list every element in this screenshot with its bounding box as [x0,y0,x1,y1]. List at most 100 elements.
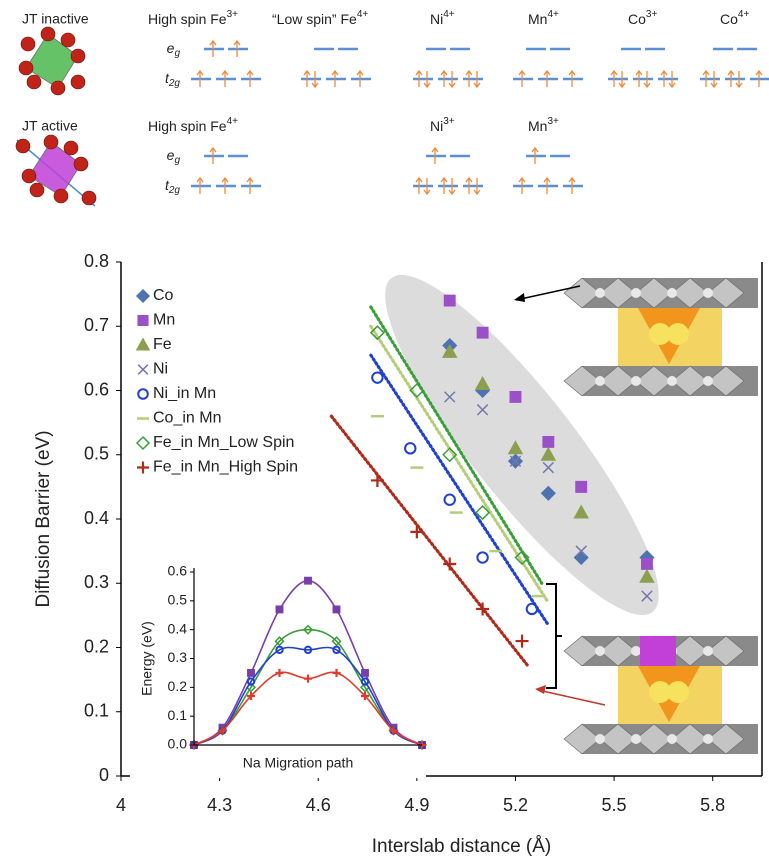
marker [476,326,489,339]
electron-spin-head [331,69,339,76]
ion-charge: 4+ [227,116,239,127]
inset-x-axis-label: Na Migration path [243,755,354,771]
marker [443,557,457,571]
inset-y-tick-label: 0.6 [168,563,188,579]
y-tick-label: 0.6 [84,379,109,399]
slab-octahedron [707,635,745,667]
oxygen-atom [43,134,59,150]
marker [525,602,539,616]
marker [514,549,530,566]
inset-y-tick-label: 0.5 [168,592,188,608]
eg-label: eg [167,147,181,166]
na-atom [667,681,689,703]
oxygen-atom [50,80,66,96]
marker [332,645,341,654]
marker [371,371,384,384]
legend-label: Ni_in Mn [153,385,216,402]
oxygen-atom [63,140,79,156]
legend-label: Fe [153,336,172,353]
electron-spin-head [246,69,254,76]
marker [443,294,456,307]
electron-spin-head [196,176,204,183]
marker [540,446,557,461]
ion-charge: 3+ [646,9,658,20]
migrating-site [640,636,676,666]
marker [275,605,284,614]
ion-charge: 4+ [443,9,455,20]
marker [640,558,653,570]
legend-marker [135,337,151,351]
electron-spin-head [415,176,423,183]
ion-name: Co [720,11,738,27]
marker [476,551,489,564]
ion-charge: 3+ [547,116,559,127]
eg-label: eg [167,40,181,59]
row-label: JT inactive [22,11,89,27]
slab-octahedron [635,365,673,397]
slab-octahedron [707,365,745,397]
inset-y-axis-label: Energy (eV) [139,621,155,696]
legend-marker [135,435,151,451]
marker [389,726,398,735]
pointer-arrow [537,689,606,706]
marker [218,726,227,735]
ion-name: Mn [528,11,547,27]
electron-spin-head [303,69,311,76]
electron-spin-head [543,69,551,76]
inset-y-tick-label: 0.1 [168,707,188,723]
t2g-label-sub: 2g [168,78,181,89]
electron-spin-head [221,176,229,183]
ion-label: Co3+ [628,9,657,27]
ion-label: Ni3+ [430,116,455,134]
slab-octahedron [563,365,601,397]
slab-atom [595,646,605,656]
t2g-label: t2g [165,177,180,196]
marker [509,390,522,403]
electron-spin-head [727,69,735,76]
slab-atom [595,734,605,744]
electron-spin-head [702,69,710,76]
marker [575,480,588,493]
t2g-label: t2g [165,70,180,89]
slab-atom [703,288,713,298]
y-tick-label: 0.2 [84,636,109,656]
legend-label: Mn [153,312,175,329]
inset-y-tick-label: 0.4 [168,620,188,636]
legend-label: Ni [153,361,168,378]
electron-spin-head [311,82,319,89]
slab-atom [703,734,713,744]
marker [331,636,342,647]
electron-spin-head [233,39,241,46]
marker [515,634,529,648]
ion-label: “Low spin” Fe4+ [272,9,368,27]
marker [304,576,312,585]
marker [641,590,653,602]
eg-label-base: e [167,147,175,163]
marker [404,442,417,455]
pointer-arrow [515,285,581,301]
legend-label: Fe_in Mn_Low Spin [153,434,294,451]
slab-atom [631,376,641,386]
eg-label-sub: g [174,48,180,59]
fit-line [369,305,544,585]
marker [275,645,284,654]
legend-label: Co_in Mn [153,410,221,427]
marker [360,677,370,686]
oxygen-atom [20,36,36,52]
slab-octahedron [599,723,637,755]
electron-spin-head [448,82,456,89]
x-axis-label: Interslab distance (Å) [372,836,552,857]
oxygen-atom [70,74,86,90]
fit-line [369,324,550,605]
marker [573,504,589,519]
electron-spin-head [660,69,668,76]
marker [304,674,312,683]
electron-spin-head [440,176,448,183]
eg-label-sub: g [174,155,180,166]
ion-name: Ni [430,11,443,27]
marker [303,645,313,654]
marker [540,485,556,501]
ion-label: Mn4+ [528,9,559,27]
oxygen-atom [70,48,86,64]
oxygen-atom [73,156,89,172]
